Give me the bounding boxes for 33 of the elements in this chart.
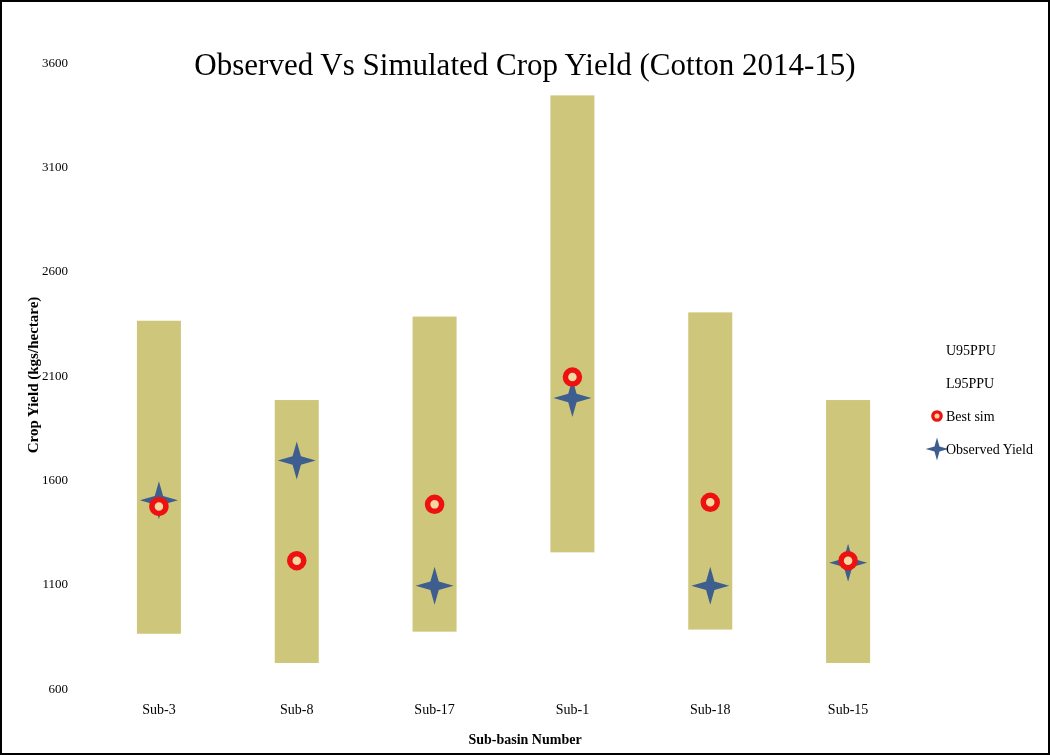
y-tick-label: 1100 bbox=[42, 576, 68, 592]
bar bbox=[274, 400, 319, 663]
bar bbox=[688, 312, 733, 630]
y-tick-label: 600 bbox=[48, 680, 68, 696]
text: L95PPU bbox=[946, 375, 995, 391]
bar bbox=[826, 400, 871, 663]
x-axis-title: Sub-basin Number bbox=[468, 732, 582, 747]
bar bbox=[412, 316, 457, 632]
y-tick-label: 3600 bbox=[42, 54, 68, 70]
point bbox=[424, 494, 445, 515]
x-tick-label: Sub-18 bbox=[690, 702, 731, 717]
chart-title: Observed Vs Simulated Crop Yield (Cotton 2014-15) bbox=[194, 47, 856, 82]
x-tick-label: Sub-8 bbox=[280, 702, 314, 717]
legend-label: Best sim bbox=[946, 408, 995, 424]
point bbox=[562, 367, 583, 387]
point bbox=[277, 441, 316, 480]
y-tick-label: 2100 bbox=[42, 367, 68, 383]
bar bbox=[550, 95, 595, 553]
text: U95PPU bbox=[946, 342, 996, 358]
point bbox=[415, 566, 454, 605]
legend-label: Observed Yield bbox=[946, 441, 1033, 457]
point bbox=[700, 492, 720, 513]
point bbox=[287, 550, 307, 571]
y-axis-title: Crop Yield (kgs/hectare) bbox=[25, 296, 42, 454]
point bbox=[691, 566, 730, 605]
x-tick-label: Sub-15 bbox=[827, 702, 869, 717]
x-tick-label: Sub-3 bbox=[142, 702, 176, 717]
x-tick-label: Sub-1 bbox=[555, 702, 590, 717]
bar bbox=[136, 320, 181, 634]
x-tick-label: Sub-17 bbox=[414, 702, 455, 717]
y-tick-label: 3100 bbox=[42, 158, 68, 174]
y-tick-label: 2600 bbox=[42, 263, 68, 279]
y-tick-label: 1600 bbox=[42, 471, 68, 487]
